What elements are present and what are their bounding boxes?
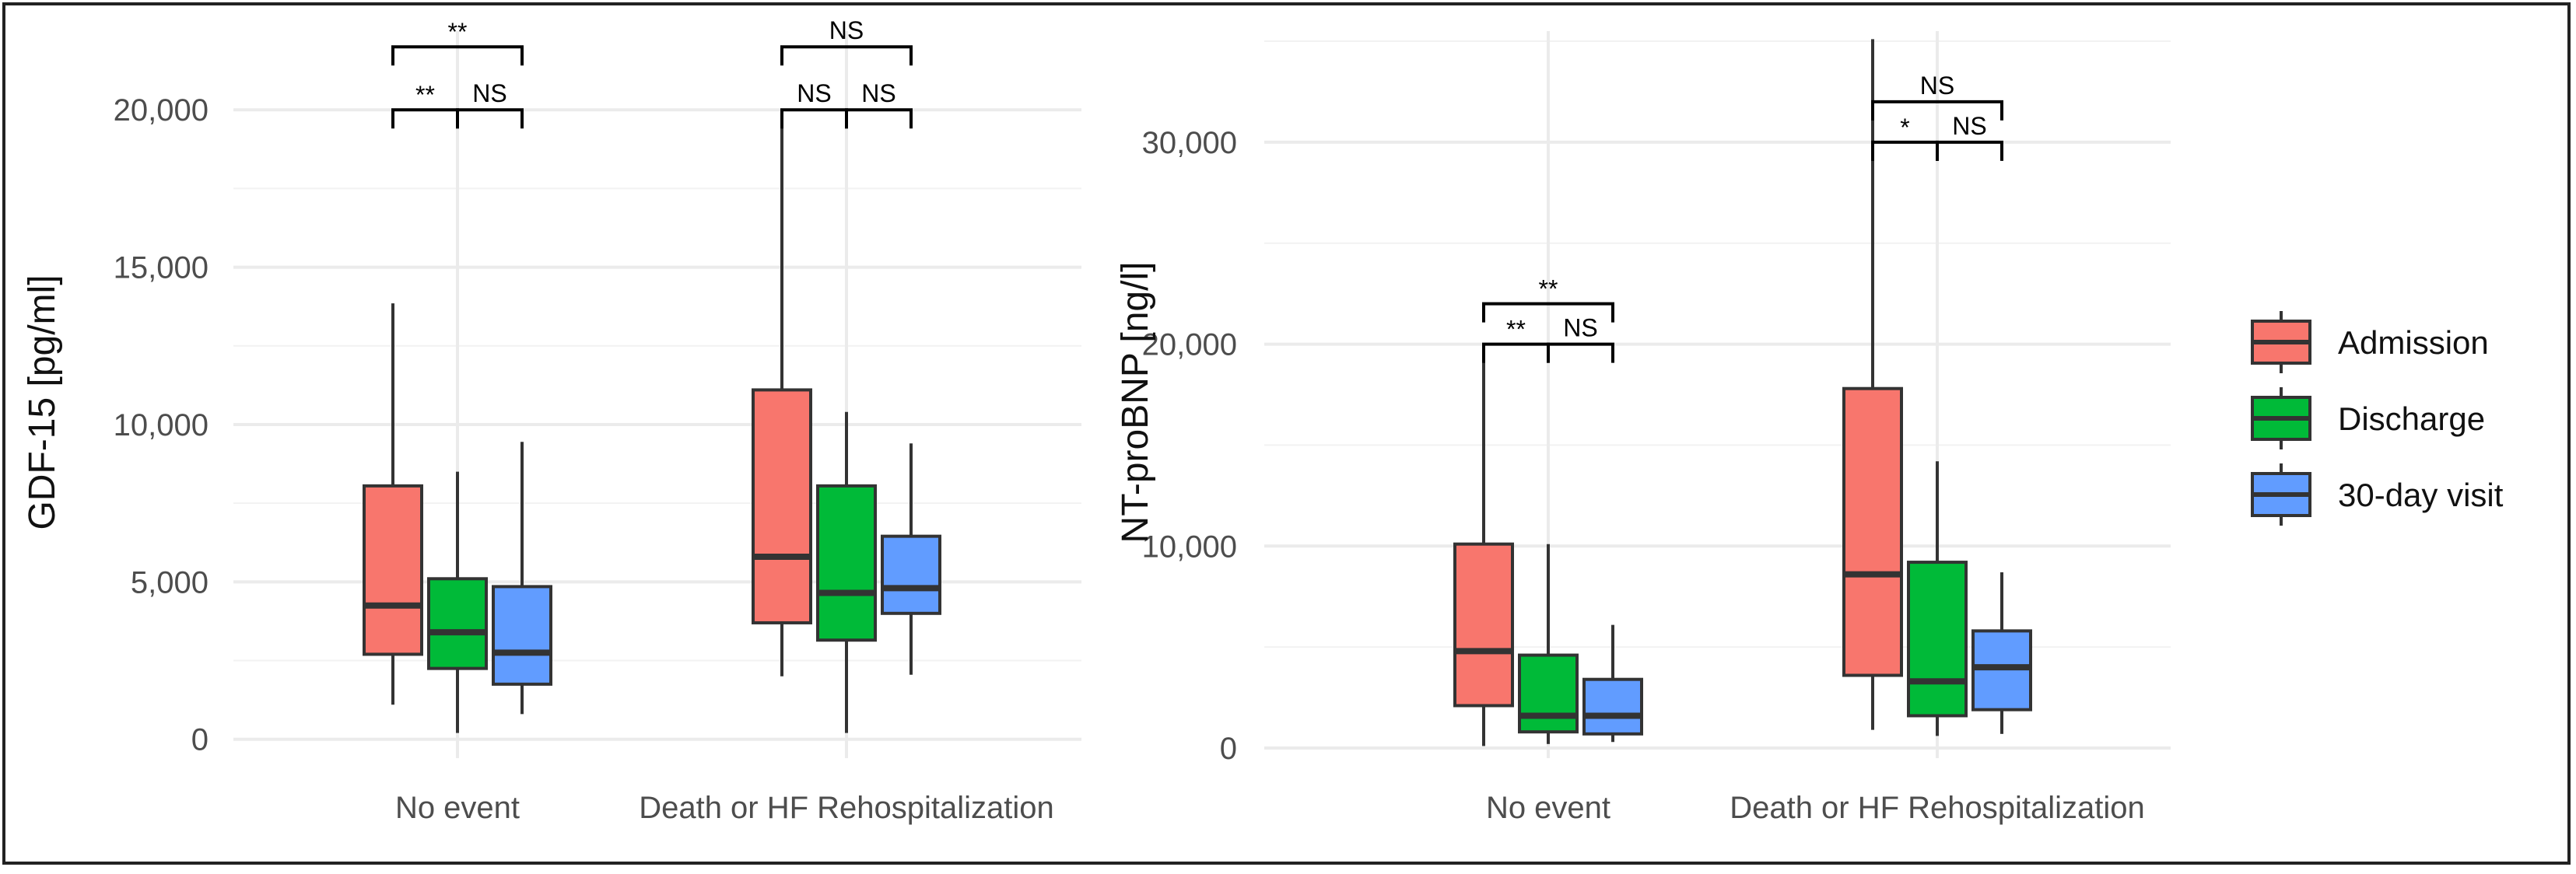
box-iqr: [1453, 542, 1514, 708]
bracket-line: [391, 45, 524, 66]
bracket-label: NS: [1563, 314, 1597, 342]
panel-gdf15: 0 5,000 10,000 15,000 20,000 GDF-15 [pg/ml] No…: [22, 16, 1081, 825]
bracket-label: **: [1539, 275, 1558, 303]
bracket-label: *: [1900, 114, 1909, 142]
bracket-label: **: [448, 18, 468, 46]
y-tick-label: 10,000: [114, 408, 209, 442]
bracket-label: NS: [797, 79, 831, 107]
box-discharge: [1907, 461, 1968, 736]
box-discharge: [816, 411, 877, 733]
bracket-line: [1936, 140, 2003, 161]
box-iqr: [752, 388, 812, 624]
bracket-label: NS: [1952, 112, 1986, 140]
legend-label: Admission: [2338, 324, 2489, 361]
legend-item: Discharge: [2251, 387, 2485, 449]
bracket-label: NS: [829, 16, 864, 44]
bracket-line: [1547, 342, 1614, 363]
box-admission: [1842, 39, 1903, 730]
y-tick-label: 20,000: [114, 93, 209, 128]
bracket-label: **: [415, 81, 435, 109]
significance-bracket: **: [391, 18, 524, 66]
legend-item: Admission: [2251, 311, 2489, 373]
box-iqr: [1518, 653, 1579, 734]
box-admission: [752, 110, 812, 676]
box-iqr: [427, 577, 488, 670]
bracket-line: [1871, 100, 2003, 121]
y-tick-label: 20,000: [1142, 328, 1237, 362]
box-30-day-visit: [1582, 624, 1643, 743]
box-30-day-visit: [881, 443, 941, 675]
y-tick-label: 30,000: [1142, 126, 1237, 160]
legend-label: Discharge: [2338, 400, 2485, 437]
box-discharge: [427, 471, 488, 733]
bracket-label: NS: [472, 79, 506, 107]
box-iqr: [881, 534, 941, 615]
legend-item: 30-day visit: [2251, 463, 2504, 526]
legend: Admission Discharge 30-day visit: [2251, 311, 2504, 526]
bracket-label: NS: [1920, 72, 1954, 100]
y-axis-title: GDF-15 [pg/ml]: [22, 274, 63, 530]
significance-bracket: NS: [456, 79, 524, 129]
box-admission: [1453, 344, 1514, 746]
box-30-day-visit: [492, 442, 552, 715]
box-admission: [363, 303, 423, 705]
x-tick-label: No event: [395, 791, 520, 825]
bracket-line: [780, 45, 913, 66]
x-tick-label: No event: [1486, 791, 1610, 825]
significance-bracket: NS: [780, 16, 913, 66]
box-iqr: [492, 585, 552, 686]
y-tick-label: 5,000: [131, 565, 209, 600]
bracket-line: [845, 108, 913, 129]
box-iqr: [1842, 386, 1903, 677]
legend-label: 30-day visit: [2338, 477, 2504, 513]
panel-ntprobnp: 0 10,000 20,000 30,000 NT-proBNP [ng/l] No ev…: [1115, 31, 2171, 825]
box-iqr: [1582, 677, 1643, 736]
significance-bracket: NS: [1936, 112, 2003, 161]
significance-bracket: NS: [845, 79, 913, 129]
significance-bracket: **: [1482, 275, 1614, 323]
box-iqr: [816, 484, 877, 642]
significance-bracket: NS: [1871, 72, 2003, 121]
box-discharge: [1518, 544, 1579, 744]
bracket-line: [1482, 302, 1614, 323]
bracket-line: [456, 108, 524, 129]
box-30-day-visit: [1971, 572, 2032, 734]
bracket-label: **: [1506, 316, 1526, 344]
box-iqr: [1907, 561, 1968, 718]
box-iqr: [363, 484, 423, 656]
x-tick-label: Death or HF Rehospitalization: [639, 791, 1054, 825]
y-axis-title: NT-proBNP [ng/l]: [1115, 262, 1156, 544]
bracket-label: NS: [861, 79, 895, 107]
y-tick-label: 0: [1220, 732, 1237, 766]
x-tick-label: Death or HF Rehospitalization: [1730, 791, 2145, 825]
y-tick-label: 15,000: [114, 251, 209, 285]
significance-bracket: NS: [1547, 314, 1614, 363]
y-tick-label: 0: [191, 723, 209, 757]
y-tick-label: 10,000: [1142, 530, 1237, 564]
